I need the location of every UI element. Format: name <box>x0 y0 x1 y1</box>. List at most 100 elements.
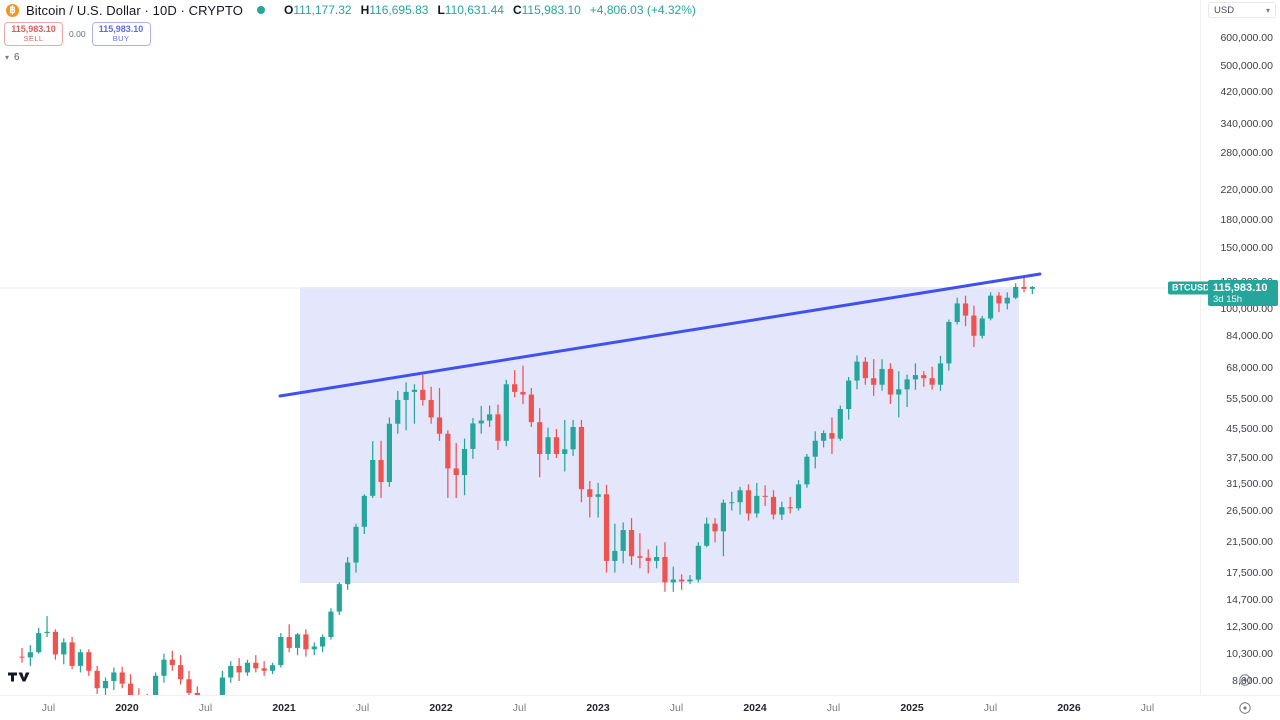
chart-plot-area[interactable] <box>0 0 1200 695</box>
indicator-legend[interactable]: ▾ 6 <box>5 52 20 63</box>
currency-selector[interactable]: USD ▾ <box>1208 2 1276 18</box>
ohlc-high-label: H <box>360 3 370 17</box>
candle <box>1004 292 1010 310</box>
buy-price: 115,983.10 <box>98 24 144 35</box>
candle <box>687 575 693 585</box>
candle <box>612 523 618 573</box>
price-tick: 600,000.00 <box>1220 32 1273 44</box>
time-tick: 2025 <box>900 702 924 714</box>
chevron-down-icon[interactable]: ▾ <box>5 53 10 62</box>
time-tick: 2021 <box>272 702 296 714</box>
candle <box>662 542 668 592</box>
tradingview-logo[interactable] <box>8 670 30 684</box>
candle <box>762 485 768 507</box>
buy-button[interactable]: 115,983.10 BUY <box>91 22 151 46</box>
candle <box>503 379 509 447</box>
price-tick: 100,000.00 <box>1220 303 1273 316</box>
candle <box>695 542 701 583</box>
candle <box>937 355 944 391</box>
candle <box>912 363 919 390</box>
candle <box>370 441 376 498</box>
market-status-dot <box>256 6 265 14</box>
ohlc-low-value: 110,631.44 <box>444 3 504 17</box>
price-tick: 84,000.00 <box>1226 329 1273 342</box>
candle <box>954 297 960 325</box>
candle <box>52 629 58 660</box>
candle <box>921 371 927 387</box>
candle <box>862 357 868 385</box>
candle <box>186 670 192 695</box>
candle <box>411 384 418 424</box>
time-tick: 2022 <box>429 702 453 714</box>
candle <box>336 582 342 615</box>
symbol-title[interactable]: Bitcoin / U.S. Dollar · 10D · CRYPTO <box>26 2 243 18</box>
price-tick: 55,500.00 <box>1226 392 1273 405</box>
price-tick: 10,300.00 <box>1226 647 1273 660</box>
candle <box>904 374 910 407</box>
time-tick: Jul <box>669 702 684 714</box>
ohlc-open-value: 111,177.32 <box>293 3 352 17</box>
candle <box>770 490 777 520</box>
price-tick: 220,000.00 <box>1220 183 1273 196</box>
time-tick: Jul <box>983 702 998 714</box>
time-tick: Jul <box>826 702 841 714</box>
price-tick: 26,500.00 <box>1226 504 1273 517</box>
candle <box>729 491 735 511</box>
candle <box>261 661 267 676</box>
time-tick: 2026 <box>1057 702 1081 714</box>
candle <box>804 453 810 488</box>
sell-button[interactable]: 115,983.10 SELL <box>4 22 63 46</box>
candle <box>386 417 392 487</box>
candle <box>453 442 459 498</box>
candle <box>971 305 977 348</box>
candle <box>478 405 484 434</box>
candle <box>545 427 551 460</box>
candle <box>812 431 818 469</box>
candle <box>620 522 626 564</box>
crosshair-target-icon[interactable] <box>1238 701 1252 715</box>
candle <box>378 440 384 498</box>
candle <box>445 430 451 498</box>
candle <box>353 523 359 573</box>
candle <box>879 359 885 391</box>
rectangle-drawing[interactable] <box>300 287 1019 583</box>
candle <box>303 629 309 657</box>
candle <box>228 661 234 683</box>
price-tick: 17,500.00 <box>1226 567 1273 580</box>
current-price-badge: 115,983.10 3d 15h <box>1208 280 1278 306</box>
candle <box>645 549 651 574</box>
price-axis[interactable]: USD ▾ 600,000.00 500,000.00 420,000.00 340,… <box>1168 0 1280 695</box>
bar-countdown: 3d 15h <box>1213 293 1243 305</box>
candle <box>420 374 426 406</box>
candle <box>670 566 676 592</box>
candle <box>871 359 877 396</box>
price-tick: 37,500.00 <box>1226 451 1273 464</box>
candle <box>44 616 50 637</box>
candle <box>253 655 259 673</box>
ohlc-high-value: 116,695.83 <box>369 3 429 17</box>
chevron-down-icon: ▾ <box>1265 5 1270 15</box>
candle <box>1021 276 1027 293</box>
candle <box>153 672 159 695</box>
candle <box>962 295 969 327</box>
candle <box>603 484 610 573</box>
candle <box>27 645 33 666</box>
crosshair-target-icon[interactable] <box>1238 673 1252 687</box>
candle <box>979 315 985 339</box>
time-axis[interactable]: Jul 2020 Jul 2021 Jul 2022 Jul 2023 Jul 2024 Jul 20… <box>0 695 1280 720</box>
candle <box>320 634 326 653</box>
candle <box>111 667 117 691</box>
candle <box>795 480 802 511</box>
candle <box>244 659 251 676</box>
candlestick-series <box>0 272 1200 695</box>
candle <box>754 482 760 518</box>
candle <box>487 405 493 428</box>
trendline-drawing[interactable] <box>278 272 1042 398</box>
candle <box>628 518 635 565</box>
candle <box>887 363 893 405</box>
candle <box>520 365 526 405</box>
time-tick: Jul <box>41 702 56 714</box>
candle <box>578 419 585 503</box>
time-tick: Jul <box>1140 702 1155 714</box>
